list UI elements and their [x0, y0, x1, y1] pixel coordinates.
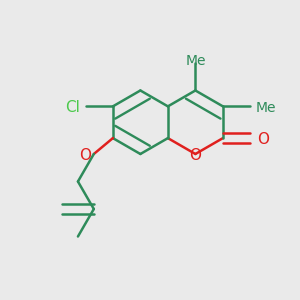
Text: Cl: Cl — [65, 100, 80, 116]
Text: Me: Me — [185, 53, 206, 68]
Text: O: O — [257, 132, 269, 147]
Text: Me: Me — [256, 101, 276, 115]
Text: O: O — [79, 148, 91, 163]
Text: O: O — [189, 148, 201, 163]
